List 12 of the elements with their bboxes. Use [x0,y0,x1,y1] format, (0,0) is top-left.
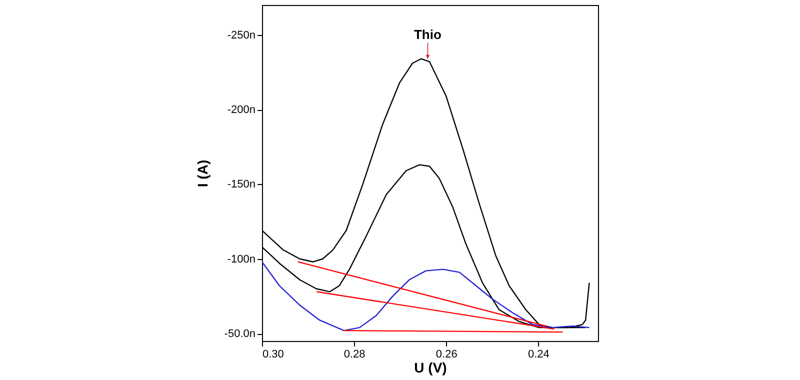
y-tick-label: -250n [227,29,256,42]
x-tick-label: 0.26 [436,348,458,360]
y-tick-label: -100n [227,253,256,266]
y-tick-label: -150n [227,178,256,191]
annotation: Thio [414,26,442,42]
y-axis-title: I (A) [194,160,210,188]
y-tick-label: -50.0n [224,328,256,340]
x-tick-label: 0.24 [528,348,550,360]
y-tick-label: -200n [227,104,256,116]
x-tick-label: 0.28 [344,348,366,360]
x-tick-label: 0.30 [262,348,284,360]
x-axis-title: U (V) [414,360,447,376]
